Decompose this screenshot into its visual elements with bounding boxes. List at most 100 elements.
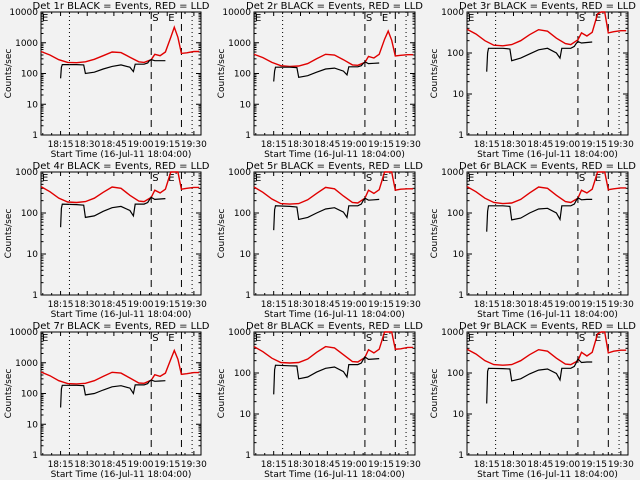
x-tick-label: 18:30 [501,140,527,150]
plot-frame [40,11,202,136]
y-axis-label: Counts/sec [217,369,227,419]
interval-start-label: S [579,333,585,344]
x-tick-label: 18:30 [501,460,527,470]
y-tick-label: 1000 [441,328,464,338]
x-tick-label: 19:00 [341,300,367,310]
events-series-line [273,356,380,395]
x-tick-label: 18:15 [261,140,287,150]
x-tick-label: 19:15 [581,300,607,310]
y-tick-label: 1 [32,131,38,141]
y-tick-label: 10000 [222,8,251,18]
interval-start-label: S [579,173,585,184]
lld-series-line [253,171,414,205]
y-axis-label: Counts/sec [217,209,227,259]
x-tick-label: 19:30 [608,460,634,470]
x-tick-label: 19:00 [128,300,154,310]
y-tick-label: 1000 [441,168,464,178]
y-tick-label: 1000 [15,359,38,369]
x-tick-label: 19:15 [154,140,180,150]
y-tick-label: 100 [234,70,251,80]
lld-series-line [466,331,627,366]
x-tick-label: 19:15 [368,300,394,310]
x-tick-label: 19:15 [154,300,180,310]
x-tick-label: 18:30 [501,300,527,310]
x-tick-label: 18:45 [101,460,127,470]
plot-frame [466,11,629,136]
x-tick-label: 19:00 [341,460,367,470]
y-tick-label: 1000 [228,168,251,178]
y-tick-label: 10 [453,90,465,100]
x-tick-label: 18:15 [261,300,287,310]
interval-end-label: E [168,13,174,24]
y-tick-label: 100 [234,369,251,379]
y-tick-label: 1000 [228,328,251,338]
y-tick-label: 10 [27,100,39,110]
interval-end-label: E [468,173,474,184]
x-tick-label: 18:45 [101,300,127,310]
interval-end-label: E [255,333,261,344]
x-tick-label: 19:30 [181,300,207,310]
x-tick-label: 19:30 [395,460,421,470]
interval-end-label: E [468,333,474,344]
x-tick-label: 18:30 [288,140,314,150]
y-tick-label: 10 [240,410,252,420]
y-axis-label: Counts/sec [4,49,14,99]
x-axis-label: Start Time (16-Jul-11 18:04:00) [477,150,618,160]
interval-end-label: E [255,173,261,184]
x-tick-label: 18:45 [527,300,553,310]
x-tick-label: 18:30 [288,300,314,310]
x-tick-label: 18:45 [527,460,553,470]
x-tick-label: 19:30 [181,140,207,150]
panel-det-4: Det 4r BLACK = Events, RED = LLD 1 10 100 10… [4,161,210,320]
x-axis-label: Start Time (16-Jul-11 18:04:00) [477,470,618,480]
y-axis-label: Counts/sec [217,49,227,99]
x-tick-label: 18:45 [314,140,340,150]
y-tick-label: 1000 [228,39,251,49]
x-axis-label: Start Time (16-Jul-11 18:04:00) [264,470,405,480]
x-tick-label: 18:45 [527,140,553,150]
y-tick-label: 10 [27,420,39,430]
interval-start-label: S [152,13,158,24]
interval-start-label: S [366,173,372,184]
x-tick-label: 19:30 [608,140,634,150]
interval-end-label: E [168,333,174,344]
x-tick-label: 19:15 [581,140,607,150]
x-tick-label: 19:30 [395,300,421,310]
events-series-line [486,196,593,232]
x-tick-label: 18:30 [74,140,100,150]
y-tick-label: 1000 [15,168,38,178]
x-tick-label: 19:30 [395,140,421,150]
y-tick-label: 1 [458,451,464,461]
plot-frame [466,171,629,296]
plot-frame [40,331,202,456]
x-tick-label: 19:15 [581,460,607,470]
y-tick-label: 1 [245,291,251,301]
panel-title: Det 6r BLACK = Events, RED = LLD [459,161,636,172]
lld-series-line [40,171,200,204]
x-tick-label: 18:15 [474,140,500,150]
panel-det-3: Det 3r BLACK = Events, RED = LLD 1 10 100 10… [430,1,636,160]
y-tick-label: 1 [458,131,464,141]
y-axis-label: Counts/sec [430,49,440,99]
x-tick-label: 18:15 [48,460,74,470]
x-tick-label: 19:15 [154,460,180,470]
y-tick-label: 1 [32,291,38,301]
interval-end-label: E [255,13,261,24]
lld-series-line [253,331,414,364]
x-axis-label: Start Time (16-Jul-11 18:04:00) [264,310,405,320]
y-tick-label: 10 [240,250,252,260]
y-axis-label: Counts/sec [4,369,14,419]
x-tick-label: 18:15 [474,300,500,310]
panel-title: Det 3r BLACK = Events, RED = LLD [459,1,636,12]
y-tick-label: 100 [21,209,38,219]
panel-title: Det 8r BLACK = Events, RED = LLD [246,321,423,332]
x-tick-label: 19:30 [608,300,634,310]
y-tick-label: 100 [447,209,464,219]
panel-title: Det 1r BLACK = Events, RED = LLD [33,1,210,12]
y-tick-label: 1000 [15,39,38,49]
interval-start-label: S [152,173,158,184]
plot-frame [253,11,416,136]
x-tick-label: 18:15 [261,460,287,470]
x-tick-label: 18:30 [288,460,314,470]
